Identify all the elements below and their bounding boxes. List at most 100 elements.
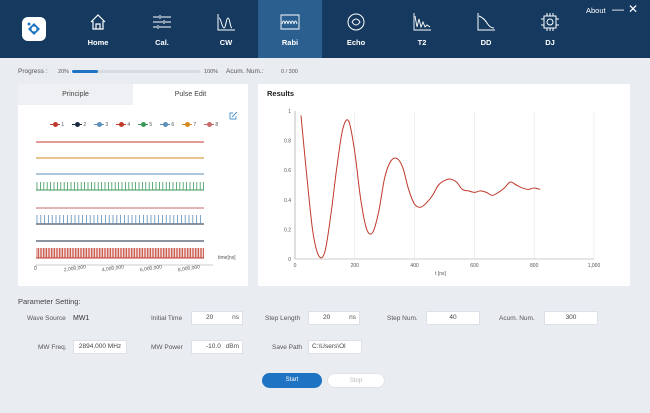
step-num-value: 40 xyxy=(449,314,457,321)
nav-dd[interactable]: DD xyxy=(454,0,518,58)
nav-home[interactable]: Home xyxy=(66,0,130,58)
x-axis-label: t [ns] xyxy=(435,271,446,277)
legend-label: 7 xyxy=(192,122,197,128)
mw-power-label: MW Power xyxy=(151,344,183,351)
legend-item[interactable]: 4 xyxy=(116,122,130,128)
nav-calibration[interactable]: Cal. xyxy=(130,0,194,58)
nav-dj[interactable]: DJ xyxy=(518,0,582,58)
x-tick-label: 0 xyxy=(294,263,297,269)
tab-principle[interactable]: Principle xyxy=(18,84,133,105)
results-chart: 0 200 400 600 800 1,000 0 0.2 0.4 0.6 0.8 1 t [ns] xyxy=(284,109,601,277)
legend-item[interactable]: 8 xyxy=(204,122,218,128)
minimize-button[interactable]: — xyxy=(612,2,624,16)
legend-swatch xyxy=(116,122,126,128)
progress-end-label: 100% xyxy=(204,69,219,75)
legend-item[interactable]: 6 xyxy=(160,122,174,128)
dj-icon xyxy=(541,13,559,31)
legend-label: 5 xyxy=(148,122,153,128)
app-logo xyxy=(22,17,46,41)
time-axis-unit: time[ns] xyxy=(218,255,236,261)
time-tick-label: 6,000,000 xyxy=(140,264,163,273)
cw-icon xyxy=(217,14,235,31)
step-num-label: Step Num. xyxy=(387,315,418,322)
results-panel: Results 0 200 400 600 800 1,000 0 0.2 0.4 0.6 0.8 1… xyxy=(258,84,630,286)
initial-time-field[interactable]: 20 ns xyxy=(191,311,243,325)
legend-item[interactable]: 5 xyxy=(138,122,152,128)
acum-num-value: 0 / 300 xyxy=(281,69,298,75)
series-line xyxy=(300,115,541,259)
calibration-icon xyxy=(153,15,171,29)
step-length-field[interactable]: 20 ns xyxy=(308,311,360,325)
x-tick-label: 600 xyxy=(470,263,479,269)
nav-label-rabi: Rabi xyxy=(281,38,299,47)
rabi-icon xyxy=(280,14,300,30)
progress-start-label: 20% xyxy=(58,69,70,75)
x-tick-label: 800 xyxy=(530,263,539,269)
legend-item[interactable]: 2 xyxy=(72,122,86,128)
edit-icon[interactable] xyxy=(229,111,238,120)
save-path-field[interactable]: C:\Users\Ol xyxy=(308,340,362,354)
stop-button[interactable]: Stop xyxy=(327,373,385,388)
legend-label: 8 xyxy=(214,122,219,128)
pulse-sequence-plot: 0 2,000,000 4,000,000 6,000,000 8,000,000 tim… xyxy=(34,141,236,273)
home-icon xyxy=(90,14,106,30)
mw-freq-field[interactable]: 2894.000 MHz xyxy=(73,340,127,354)
legend-swatch xyxy=(94,122,104,128)
y-tick-label: 0.8 xyxy=(284,139,291,145)
legend-label: 1 xyxy=(60,122,65,128)
x-tick-label: 200 xyxy=(351,263,360,269)
dd-icon xyxy=(477,13,495,31)
save-path-label: Save Path xyxy=(272,344,302,351)
nav-label-cal: Cal. xyxy=(155,38,169,47)
wave-source-label: Wave Source xyxy=(27,315,66,322)
legend-item[interactable]: 3 xyxy=(94,122,108,128)
step-length-unit: ns xyxy=(349,314,356,321)
time-tick-label: 8,000,000 xyxy=(178,264,201,273)
nav-t2[interactable]: T2 xyxy=(390,0,454,58)
time-tick-label: 2,000,000 xyxy=(64,264,87,273)
mw-freq-label: MW Freq. xyxy=(38,344,67,351)
time-tick-label: 0 xyxy=(34,266,37,272)
close-button[interactable]: ✕ xyxy=(628,2,639,16)
legend-swatch xyxy=(204,122,214,128)
nav-cw[interactable]: CW xyxy=(194,0,258,58)
y-tick-label: 0.6 xyxy=(284,168,291,174)
initial-time-label: Initial Time xyxy=(151,315,183,322)
acum-num-param-value: 300 xyxy=(565,314,577,321)
legend-item[interactable]: 7 xyxy=(182,122,196,128)
nav-echo[interactable]: Echo xyxy=(324,0,388,58)
legend-label: 4 xyxy=(126,122,131,128)
nav-label-t2: T2 xyxy=(417,38,427,47)
step-num-field[interactable]: 40 xyxy=(426,311,480,325)
nav-label-cw: CW xyxy=(219,38,233,47)
x-tick-label: 400 xyxy=(410,263,419,269)
legend-swatch xyxy=(50,122,60,128)
legend-item[interactable]: 1 xyxy=(50,122,64,128)
legend-swatch xyxy=(138,122,148,128)
pulse-tabs: Principle Pulse Edit xyxy=(18,84,248,105)
wave-source-value[interactable]: MW1 xyxy=(73,315,90,322)
echo-icon xyxy=(347,13,365,31)
about-link[interactable]: About xyxy=(586,6,606,15)
nav-label-echo: Echo xyxy=(346,38,366,47)
start-button[interactable]: Start xyxy=(262,373,322,388)
time-tick-label: 4,000,000 xyxy=(102,264,125,273)
parameter-setting-title: Parameter Setting: xyxy=(18,297,81,306)
acum-num-field[interactable]: 300 xyxy=(544,311,598,325)
initial-time-value: 20 xyxy=(206,314,214,321)
legend-swatch xyxy=(72,122,82,128)
save-path-value: C:\Users\Ol xyxy=(312,343,346,350)
progress-bar-fill xyxy=(72,70,98,73)
t2-icon xyxy=(413,13,431,31)
nav-rabi[interactable]: Rabi xyxy=(258,0,322,58)
x-tick-label: 1,000 xyxy=(588,263,601,269)
y-tick-label: 1 xyxy=(288,109,291,115)
tab-pulse-edit[interactable]: Pulse Edit xyxy=(174,91,207,98)
mw-power-unit: dBm xyxy=(225,343,239,350)
mw-freq-value: 2894.000 MHz xyxy=(78,343,122,350)
initial-time-unit: ns xyxy=(232,314,239,321)
nav-label-home: Home xyxy=(87,38,109,47)
legend-swatch xyxy=(160,122,170,128)
mw-power-field[interactable]: -10.0 dBm xyxy=(191,340,243,354)
legend-swatch xyxy=(182,122,192,128)
